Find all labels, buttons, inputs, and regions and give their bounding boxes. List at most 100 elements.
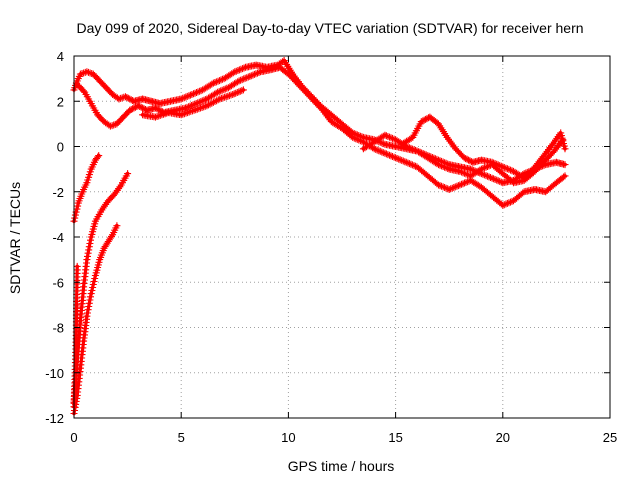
data-point xyxy=(468,178,473,183)
data-point xyxy=(258,70,263,74)
x-tick-labels: 0 5 10 15 20 25 xyxy=(70,430,617,445)
series-track-main-lower xyxy=(74,63,569,209)
x-tick-label: 10 xyxy=(281,430,295,445)
data-point xyxy=(119,183,123,187)
data-point xyxy=(192,108,196,113)
data-point xyxy=(89,101,93,106)
data-point xyxy=(166,110,171,115)
data-point xyxy=(522,176,526,180)
data-point xyxy=(411,135,415,140)
data-point xyxy=(179,97,183,101)
data-point xyxy=(75,79,79,83)
data-point xyxy=(76,83,81,88)
data-point xyxy=(436,122,441,126)
data-point xyxy=(447,162,452,167)
data-point xyxy=(110,92,115,97)
y-tick-label: -8 xyxy=(52,321,64,336)
data-point xyxy=(82,90,87,94)
y-tick-label: -6 xyxy=(52,275,64,290)
data-point xyxy=(350,131,355,135)
data-point xyxy=(436,158,441,162)
y-tick-labels: -12 -10 -8 -6 -4 -2 0 2 4 xyxy=(45,49,64,426)
data-point xyxy=(447,187,452,192)
data-point xyxy=(179,113,183,117)
y-tick-label: -10 xyxy=(45,366,64,381)
data-point xyxy=(121,115,126,119)
data-point xyxy=(117,97,121,101)
data-point xyxy=(533,187,537,192)
data-point xyxy=(278,65,282,70)
data-series xyxy=(70,57,569,417)
data-point xyxy=(501,165,505,169)
data-point xyxy=(471,160,475,165)
data-point xyxy=(123,94,128,99)
x-tick-label: 25 xyxy=(603,430,617,445)
data-point xyxy=(462,156,467,160)
data-point xyxy=(112,192,117,196)
data-point xyxy=(426,174,430,178)
data-point xyxy=(312,99,316,104)
data-point xyxy=(85,70,89,74)
y-tick-label: 4 xyxy=(57,49,64,64)
data-point xyxy=(115,223,119,228)
data-point xyxy=(89,235,93,239)
data-point xyxy=(282,58,286,63)
y-tick-label: -12 xyxy=(45,411,64,426)
data-point xyxy=(361,135,366,140)
data-point xyxy=(383,142,387,146)
data-point xyxy=(76,201,81,205)
data-point xyxy=(125,171,130,176)
data-point xyxy=(95,113,100,117)
data-point xyxy=(490,194,494,199)
data-point xyxy=(426,156,430,160)
y-tick-label: 2 xyxy=(57,94,64,109)
data-point xyxy=(361,147,366,151)
data-point xyxy=(372,147,377,151)
data-point xyxy=(218,97,222,101)
data-point xyxy=(194,101,198,106)
data-point xyxy=(100,208,104,212)
data-point xyxy=(350,135,355,140)
data-point xyxy=(93,273,98,278)
data-point xyxy=(254,63,258,67)
data-point xyxy=(89,291,93,296)
data-point xyxy=(522,190,526,194)
data-point xyxy=(153,115,158,119)
data-point xyxy=(93,219,98,223)
data-point xyxy=(372,140,377,144)
data-point xyxy=(303,90,308,94)
data-point xyxy=(241,88,246,92)
series-track-early-steep xyxy=(70,152,103,225)
data-point xyxy=(93,158,98,162)
data-point xyxy=(361,140,366,144)
data-point xyxy=(552,140,557,144)
data-point xyxy=(85,180,89,185)
data-point xyxy=(89,167,93,171)
data-point xyxy=(243,65,248,70)
data-point xyxy=(554,180,559,185)
y-tick-label: -4 xyxy=(52,230,64,245)
data-point xyxy=(563,147,567,151)
data-point xyxy=(168,99,173,104)
plus-markers-track-main-lower xyxy=(74,63,569,209)
data-point xyxy=(248,74,252,79)
series-track-mid-spread xyxy=(139,86,247,121)
data-point xyxy=(558,131,563,135)
data-point xyxy=(543,190,548,194)
plus-markers-track-early-steep xyxy=(70,152,103,225)
data-point xyxy=(200,88,205,92)
data-point xyxy=(511,199,516,203)
data-point xyxy=(458,183,462,187)
data-point xyxy=(153,106,158,110)
x-tick-label: 0 xyxy=(70,430,77,445)
data-point xyxy=(269,67,274,72)
data-point xyxy=(237,79,241,83)
data-point xyxy=(458,169,462,174)
data-point xyxy=(91,72,96,76)
data-point xyxy=(230,92,235,97)
data-point xyxy=(543,151,548,156)
data-point xyxy=(106,239,111,244)
axis-ticks xyxy=(73,55,611,419)
data-point xyxy=(85,314,89,319)
